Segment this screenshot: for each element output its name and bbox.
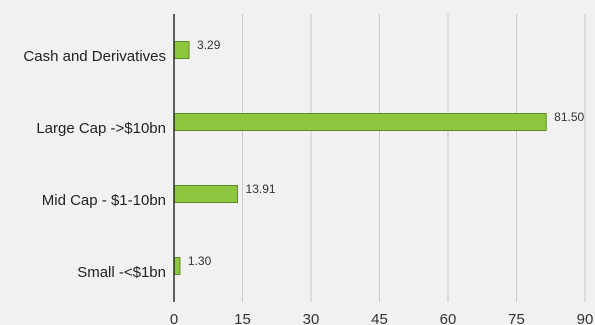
x-tick-label: 60 <box>440 311 457 325</box>
category-label: Small -<$1bn <box>77 264 166 281</box>
data-label: 3.29 <box>197 38 221 52</box>
bar <box>173 41 190 59</box>
x-tick-label: 30 <box>303 311 320 325</box>
data-label: 81.50 <box>554 110 584 124</box>
x-tick-label: 75 <box>508 311 525 325</box>
data-label: 1.30 <box>188 254 212 268</box>
x-tick-label: 0 <box>170 311 178 325</box>
category-label: Cash and Derivatives <box>23 48 166 65</box>
x-tick-label: 45 <box>371 311 388 325</box>
bars <box>173 41 547 275</box>
grid-lines <box>242 14 586 302</box>
data-label: 13.91 <box>246 182 276 196</box>
labels: 0 15 30 45 60 75 90 Cash and Derivatives 3.29 Lar… <box>23 38 593 325</box>
bar <box>173 257 181 275</box>
bar <box>173 185 239 203</box>
category-label: Mid Cap - $1-10bn <box>42 192 166 209</box>
bar <box>173 113 547 131</box>
x-tick-label: 15 <box>234 311 251 325</box>
category-label: Large Cap ->$10bn <box>36 120 166 137</box>
x-tick-label: 90 <box>577 311 594 325</box>
